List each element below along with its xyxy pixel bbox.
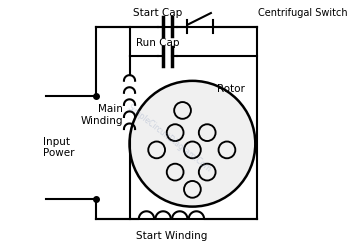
Text: Main
Winding: Main Winding: [81, 104, 123, 125]
Circle shape: [129, 81, 255, 207]
Text: Start Cap: Start Cap: [133, 8, 183, 18]
Text: Rotor: Rotor: [217, 85, 245, 94]
Text: SimpleCircuitDiagram.Com: SimpleCircuitDiagram.Com: [125, 103, 213, 174]
Text: Input
Power: Input Power: [43, 137, 75, 158]
Text: Centrifugal Switch: Centrifugal Switch: [258, 8, 347, 18]
Text: Start Winding: Start Winding: [136, 231, 207, 241]
Text: Run Cap: Run Cap: [136, 38, 180, 48]
